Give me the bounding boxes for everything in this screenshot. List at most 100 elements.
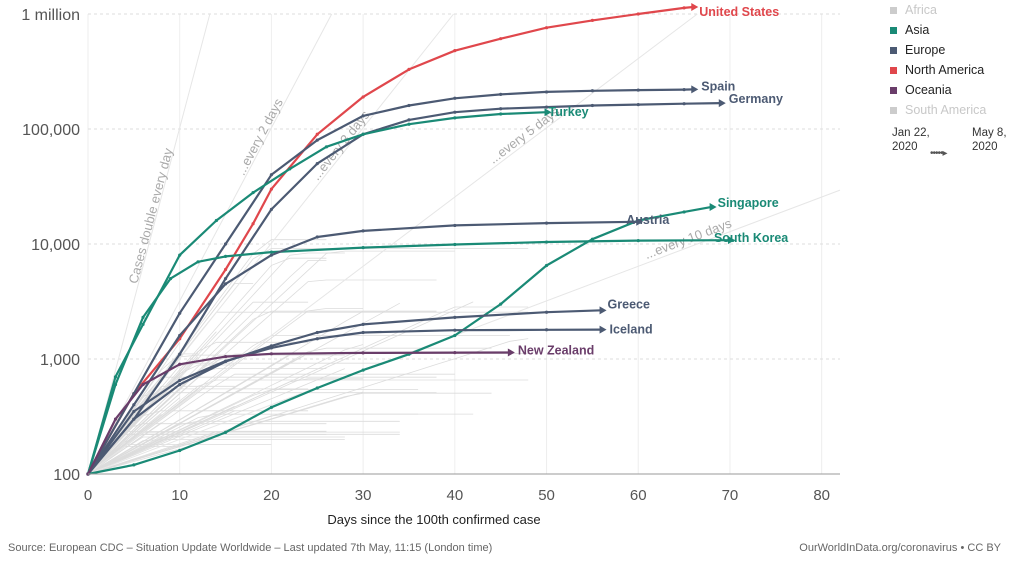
source-note: Source: European CDC – Situation Update … [8, 542, 493, 554]
series-label: Turkey [549, 105, 589, 119]
series-point [178, 352, 182, 356]
legend-item[interactable]: South America [890, 100, 1008, 120]
series-point [113, 382, 118, 387]
series-point [269, 187, 274, 191]
legend-label: South America [905, 103, 987, 117]
series-point [168, 277, 173, 281]
series-point [361, 368, 365, 372]
y-tick-label: 1 million [21, 7, 80, 24]
series-label: Spain [701, 79, 735, 93]
series-point [214, 218, 218, 223]
series-point [132, 403, 136, 407]
series-point [223, 267, 228, 272]
legend-item[interactable]: Europe [890, 40, 1008, 60]
legend-label: North America [905, 63, 985, 77]
series-label: Greece [608, 297, 650, 311]
series-point [544, 263, 549, 268]
x-tick-label: 70 [722, 487, 739, 504]
series-point [590, 18, 594, 22]
series-point [453, 110, 457, 114]
background-country-line [87, 439, 345, 475]
legend-item[interactable]: North America [890, 60, 1008, 80]
series-line [87, 5, 694, 475]
legend-swatch [890, 26, 897, 34]
legend-item[interactable]: Asia [890, 20, 1008, 40]
background-country-line [87, 257, 327, 475]
legend-item[interactable]: Africa [890, 0, 1008, 20]
x-tick-label: 40 [446, 487, 463, 504]
series-point [251, 190, 255, 195]
background-country-line [87, 389, 419, 475]
series-point [315, 330, 319, 335]
series-point [682, 88, 686, 92]
series-point [453, 350, 457, 355]
x-tick-label: 20 [263, 487, 280, 504]
background-country-line [87, 259, 327, 475]
background-country-line [87, 335, 510, 475]
series-line [87, 328, 602, 475]
y-tick-label: 100 [53, 467, 80, 484]
series-label: United States [699, 5, 779, 19]
series-end-arrow [599, 325, 607, 334]
series-label: South Korea [714, 231, 789, 245]
x-tick-label: 0 [84, 487, 92, 504]
credit-link[interactable]: OurWorldInData.org/coronavirus • CC BY [799, 542, 1001, 554]
series-point [544, 240, 549, 244]
x-axis-title: Days since the 100th confirmed case [327, 512, 540, 527]
series-point [132, 463, 136, 467]
legend-item[interactable]: Oceania [890, 80, 1008, 100]
series-point [407, 118, 411, 122]
doubling-line-label: Cases double every day [126, 146, 176, 285]
time-legend[interactable]: Jan 22, 2020 •••••▸ May 8, 2020 [892, 126, 1008, 174]
series-point [178, 253, 182, 257]
background-country-line [87, 376, 437, 475]
series-point [361, 246, 365, 250]
doubling-line [87, 13, 333, 475]
series-point [178, 382, 182, 387]
series-point [590, 103, 594, 108]
series-point [407, 67, 411, 71]
series-point [682, 6, 686, 10]
series-point [315, 162, 319, 166]
series-point [288, 167, 292, 171]
series-point [361, 351, 365, 355]
series-point [223, 359, 228, 363]
series-point [636, 88, 640, 92]
series-point [269, 250, 274, 254]
chart-axes: 0 10 20 30 40 50 60 70 80 100 1,000 10,000 100,000 1 … [21, 7, 840, 527]
legend-label: Europe [905, 43, 946, 57]
series-end-arrow [507, 348, 515, 357]
series-point [361, 330, 365, 335]
series-point [544, 328, 549, 332]
series-point [636, 102, 640, 107]
time-legend-end: May 8, 2020 [972, 127, 1007, 153]
series-point [544, 90, 549, 94]
series-point [269, 253, 274, 257]
series-point [315, 132, 319, 136]
background-country-line [87, 341, 309, 475]
series-point [178, 362, 182, 366]
series-point [132, 409, 136, 414]
series-point [499, 112, 503, 116]
legend-label: Oceania [905, 83, 952, 97]
series-label: New Zealand [518, 343, 594, 357]
series-point [499, 302, 503, 306]
series-point [315, 138, 319, 142]
x-tick-label: 80 [813, 487, 830, 504]
series-point [223, 277, 228, 281]
background-country-line [87, 423, 327, 475]
series-lines [86, 3, 735, 476]
series-point [361, 114, 365, 118]
x-tick-label: 30 [355, 487, 372, 504]
series-point [269, 346, 274, 350]
series-point [223, 282, 228, 286]
series-end-arrow [599, 306, 607, 315]
series-end-arrow [709, 202, 717, 211]
series-point [682, 210, 686, 214]
series-point [324, 145, 329, 149]
legend-label: Africa [905, 3, 937, 17]
x-tick-label: 60 [630, 487, 647, 504]
series-point [453, 223, 457, 228]
background-country-line [87, 302, 400, 475]
series-point [132, 417, 136, 421]
